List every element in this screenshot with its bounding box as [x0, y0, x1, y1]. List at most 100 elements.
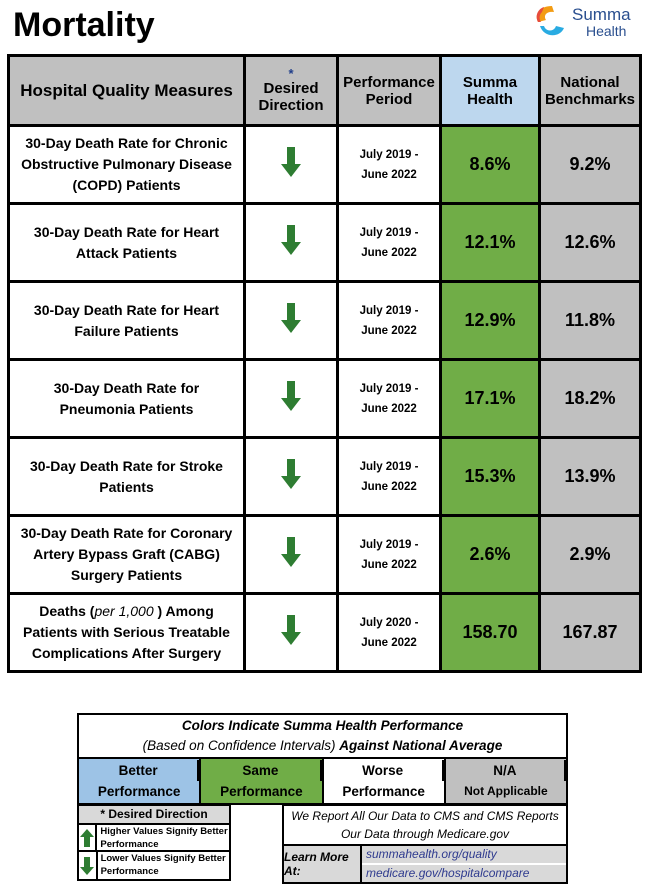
summa-health-logo: Summa Health: [530, 2, 640, 42]
period-end: June 2022: [361, 402, 417, 415]
measure-cell: Deaths (per 1,000 ) Among Patients with …: [7, 592, 246, 673]
color-legend: Colors Indicate Summa Health Performance…: [77, 713, 568, 805]
measure-cell: 30-Day Death Rate for Heart Failure Pati…: [7, 280, 246, 361]
direction-cell: [243, 124, 339, 205]
summa-value: 158.70: [439, 592, 541, 673]
summa-value: 8.6%: [439, 124, 541, 205]
legend-subtitle-bold: Against National Average: [339, 738, 503, 753]
legend-cell-sublabel: Performance: [342, 784, 425, 799]
arrow-down-icon: [281, 615, 301, 650]
medicare-link[interactable]: medicare.gov/hospitalcompare: [362, 865, 566, 882]
period-cell: July 2019 - June 2022: [336, 202, 442, 283]
arrow-down-icon: [281, 537, 301, 572]
logo-text-health: Health: [586, 23, 627, 39]
period-start: July 2019 -: [359, 538, 419, 551]
page-title: Mortality: [13, 6, 155, 44]
direction-cell: [243, 436, 339, 517]
period-start: July 2019 -: [359, 148, 419, 161]
arrow-down-icon: [281, 459, 301, 494]
direction-cell: [243, 514, 339, 595]
desired-direction-key: * Desired Direction Higher Values Signif…: [77, 804, 231, 881]
direction-cell: [243, 592, 339, 673]
measure-text: 30-Day Death Rate for Stroke Patients: [30, 457, 223, 495]
measure-text: 30-Day Death Rate for Chronic Obstructiv…: [21, 135, 232, 193]
arrow-down-icon: [79, 852, 98, 879]
legend-cell: Better Performance: [79, 759, 202, 803]
table-row: Deaths (per 1,000 ) Among Patients with …: [7, 592, 642, 673]
period-cell: July 2019 - June 2022: [336, 124, 442, 205]
measure-cell: 30-Day Death Rate for Chronic Obstructiv…: [7, 124, 246, 205]
period-start: July 2020 -: [359, 616, 419, 629]
summa-value: 12.1%: [439, 202, 541, 283]
header-period: Performance Period: [336, 54, 442, 127]
period-end: June 2022: [361, 168, 417, 181]
measure-cell: 30-Day Death Rate for Coronary Artery By…: [7, 514, 246, 595]
table-row: 30-Day Death Rate for Stroke Patients Ju…: [7, 436, 642, 517]
summahealth-link[interactable]: summahealth.org/quality: [362, 846, 566, 865]
national-value: 167.87: [538, 592, 642, 673]
legend-cell-sublabel: Not Applicable: [464, 784, 548, 798]
period-cell: July 2019 - June 2022: [336, 358, 442, 439]
header-measures: Hospital Quality Measures: [7, 54, 246, 127]
national-value: 11.8%: [538, 280, 642, 361]
mortality-table: Hospital Quality Measures * Desired Direc…: [7, 54, 642, 673]
table-header-row: Hospital Quality Measures * Desired Direc…: [7, 54, 642, 127]
direction-cell: [243, 358, 339, 439]
logo-mark-icon: [536, 6, 564, 36]
period-end: June 2022: [361, 558, 417, 571]
cms-text: We Report All Our Data to CMS and CMS Re…: [284, 806, 566, 846]
period-end: June 2022: [361, 480, 417, 493]
lower-values-text: Lower Values Signify Better Performance: [100, 853, 226, 877]
period-cell: July 2019 - June 2022: [336, 436, 442, 517]
measure-cell: 30-Day Death Rate for Stroke Patients: [7, 436, 246, 517]
measure-cell: 30-Day Death Rate for Pneumonia Patients: [7, 358, 246, 439]
period-cell: July 2019 - June 2022: [336, 280, 442, 361]
table-row: 30-Day Death Rate for Heart Failure Pati…: [7, 280, 642, 361]
legend-subtitle: (Based on Confidence Intervals): [142, 738, 336, 753]
legend-cell-label: Same: [201, 760, 322, 781]
measure-text: 30-Day Death Rate for Coronary Artery By…: [20, 525, 233, 583]
measure-text-c: ) Among Patients with Serious Treatable …: [23, 603, 230, 661]
legend-cell-label: N/A: [446, 760, 566, 781]
legend-cell: Same Performance: [201, 759, 324, 803]
period-start: July 2019 -: [359, 226, 419, 239]
legend-cell-sublabel: Performance: [220, 784, 303, 799]
learn-more-label: Learn More At:: [284, 846, 362, 882]
national-value: 2.9%: [538, 514, 642, 595]
desired-direction-title: * Desired Direction: [79, 806, 229, 825]
period-end: June 2022: [361, 636, 417, 649]
measure-text-a: Deaths (: [39, 603, 95, 619]
period-end: June 2022: [361, 246, 417, 259]
arrow-down-icon: [281, 147, 301, 182]
legend-title: Colors Indicate Summa Health Performance…: [79, 715, 566, 759]
national-value: 9.2%: [538, 124, 642, 205]
national-value: 18.2%: [538, 358, 642, 439]
period-cell: July 2020 - June 2022: [336, 592, 442, 673]
table-row: 30-Day Death Rate for Coronary Artery By…: [7, 514, 642, 595]
legend-cell-label: Worse: [324, 760, 444, 781]
header-direction: * Desired Direction: [243, 54, 339, 127]
table-row: 30-Day Death Rate for Heart Attack Patie…: [7, 202, 642, 283]
period-cell: July 2019 - June 2022: [336, 514, 442, 595]
summa-value: 17.1%: [439, 358, 541, 439]
arrow-down-icon: [281, 225, 301, 260]
summa-value: 15.3%: [439, 436, 541, 517]
arrow-down-icon: [281, 381, 301, 416]
measure-text-italic: per 1,000: [94, 603, 154, 619]
measure-text: 30-Day Death Rate for Heart Failure Pati…: [33, 301, 220, 339]
cms-info-box: We Report All Our Data to CMS and CMS Re…: [282, 804, 568, 884]
arrow-down-icon: [281, 303, 301, 338]
national-value: 13.9%: [538, 436, 642, 517]
legend-cell-label: Better: [79, 760, 200, 781]
legend-title-text: Colors Indicate Summa Health Performance: [181, 718, 464, 733]
legend-cell: N/A Not Applicable: [445, 759, 566, 803]
period-start: July 2019 -: [359, 382, 419, 395]
summa-value: 12.9%: [439, 280, 541, 361]
table-row: 30-Day Death Rate for Chronic Obstructiv…: [7, 124, 642, 205]
period-end: June 2022: [361, 324, 417, 337]
period-start: July 2019 -: [359, 460, 419, 473]
table-row: 30-Day Death Rate for Pneumonia Patients…: [7, 358, 642, 439]
national-value: 12.6%: [538, 202, 642, 283]
header-direction-label: Desired Direction: [258, 79, 324, 114]
summa-value: 2.6%: [439, 514, 541, 595]
